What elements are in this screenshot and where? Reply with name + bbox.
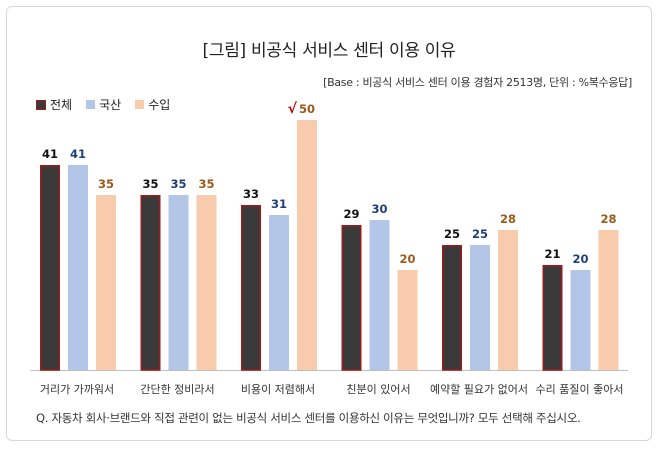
legend-swatch-import xyxy=(135,100,145,109)
bar-수입-5 xyxy=(598,230,619,370)
legend-swatch-total xyxy=(36,99,46,110)
bar-국산-2 xyxy=(269,215,289,370)
category-label-0: 거리가 가까워서 xyxy=(40,383,114,396)
bar-전체-1 xyxy=(140,195,161,371)
bar-수입-3 xyxy=(397,270,418,370)
legend-label-domestic: 국산 xyxy=(99,98,122,112)
highlight-check-mark: √ xyxy=(288,101,298,117)
category-label-4: 예약할 필요가 없어서 xyxy=(430,382,528,396)
data-label-수입-3: 20 xyxy=(399,252,415,266)
legend: 전체 국산 수입 xyxy=(36,96,170,113)
data-label-전체-2: 33 xyxy=(243,187,259,201)
data-label-전체-1: 35 xyxy=(142,177,158,191)
legend-item-total: 전체 xyxy=(36,96,72,113)
category-label-5: 수리 품질이 좋아서 xyxy=(536,383,624,396)
data-label-수입-4: 28 xyxy=(500,212,516,226)
data-label-국산-4: 25 xyxy=(472,227,488,241)
bar-국산-1 xyxy=(168,195,189,370)
chart-title: [그림] 비공식 서비스 센터 이용 이유 xyxy=(202,41,456,61)
data-label-전체-3: 29 xyxy=(343,207,359,221)
bar-전체-3 xyxy=(341,225,362,371)
legend-swatch-domestic xyxy=(86,100,96,109)
bar-국산-5 xyxy=(570,270,591,370)
bar-수입-1 xyxy=(196,195,217,370)
data-label-전체-4: 25 xyxy=(444,227,460,241)
data-label-국산-5: 20 xyxy=(572,252,588,266)
legend-item-import: 수입 xyxy=(135,96,170,113)
legend-label-import: 수입 xyxy=(148,98,171,112)
legend-label-total: 전체 xyxy=(50,98,73,112)
category-label-2: 비용이 저렴해서 xyxy=(241,382,315,396)
category-label-3: 친분이 있어서 xyxy=(346,383,410,396)
survey-question-footnote: Q. 자동차 회사·브랜드와 직접 관련이 없는 비공식 서비스 센터를 이용하… xyxy=(36,411,581,425)
bar-수입-2 xyxy=(297,120,317,370)
bar-수입-0 xyxy=(96,195,116,370)
data-label-전체-0: 41 xyxy=(42,147,58,161)
base-note: [Base : 비공식 서비스 센터 이용 경험자 2513명, 단위 : %복… xyxy=(323,76,632,89)
bar-수입-4 xyxy=(498,230,518,370)
bar-국산-3 xyxy=(369,220,390,370)
bar-전체-2 xyxy=(241,205,261,371)
data-label-수입-0: 35 xyxy=(98,177,114,191)
bar-국산-0 xyxy=(68,165,88,370)
data-label-국산-0: 41 xyxy=(70,147,86,161)
data-label-전체-5: 21 xyxy=(544,247,560,261)
legend-item-domestic: 국산 xyxy=(86,96,121,113)
data-label-국산-2: 31 xyxy=(271,197,287,211)
data-label-국산-3: 30 xyxy=(371,202,387,216)
data-label-수입-1: 35 xyxy=(198,177,214,191)
data-label-국산-1: 35 xyxy=(170,177,186,191)
category-label-1: 간단한 정비라서 xyxy=(140,383,214,396)
bar-전체-4 xyxy=(442,245,462,371)
data-label-수입-2: 50 xyxy=(299,102,315,116)
bar-전체-0 xyxy=(40,165,60,371)
data-label-수입-5: 28 xyxy=(600,212,616,226)
bar-전체-5 xyxy=(542,265,563,371)
bar-국산-4 xyxy=(470,245,490,370)
